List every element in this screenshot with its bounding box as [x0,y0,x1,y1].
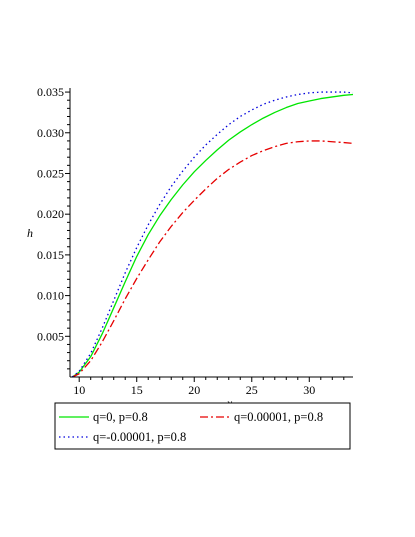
y-ticks: 0.005 0.010 0.015 0.020 0.025 0.030 0.035 [37,85,70,370]
legend-label-1: q=0, p=0.8 [93,410,148,424]
series-line-3 [71,91,354,378]
legend-items: q=0, p=0.8 q=0.00001, p=0.8 q=-0.00001, p=… [59,410,323,444]
series-lines [71,91,354,378]
legend-label-2: q=0.00001, p=0.8 [234,410,323,424]
y-tick-label: 0.015 [37,248,64,262]
y-tick-label: 0.005 [37,329,64,343]
x-tick-label: 10 [73,383,85,397]
axes [69,88,353,378]
y-tick-label: 0.025 [37,166,64,180]
x-tick-label: 20 [188,383,200,397]
series-line-1 [71,93,354,378]
y-tick-label: 0.030 [37,126,64,140]
legend: q=0, p=0.8 q=0.00001, p=0.8 q=-0.00001, p=… [54,402,351,450]
y-tick-label: 0.010 [37,289,64,303]
y-tick-label: 0.020 [37,207,64,221]
x-tick-label: 30 [303,383,315,397]
x-tick-label: 25 [246,383,258,397]
y-tick-label: 0.035 [37,85,64,99]
legend-label-3: q=-0.00001, p=0.8 [93,430,186,444]
y-axis-title: h [27,226,33,240]
legend-box [54,402,351,450]
x-tick-label: 15 [131,383,143,397]
series-line-2 [72,140,354,378]
x-ticks: 10 15 20 25 30 [73,377,345,397]
